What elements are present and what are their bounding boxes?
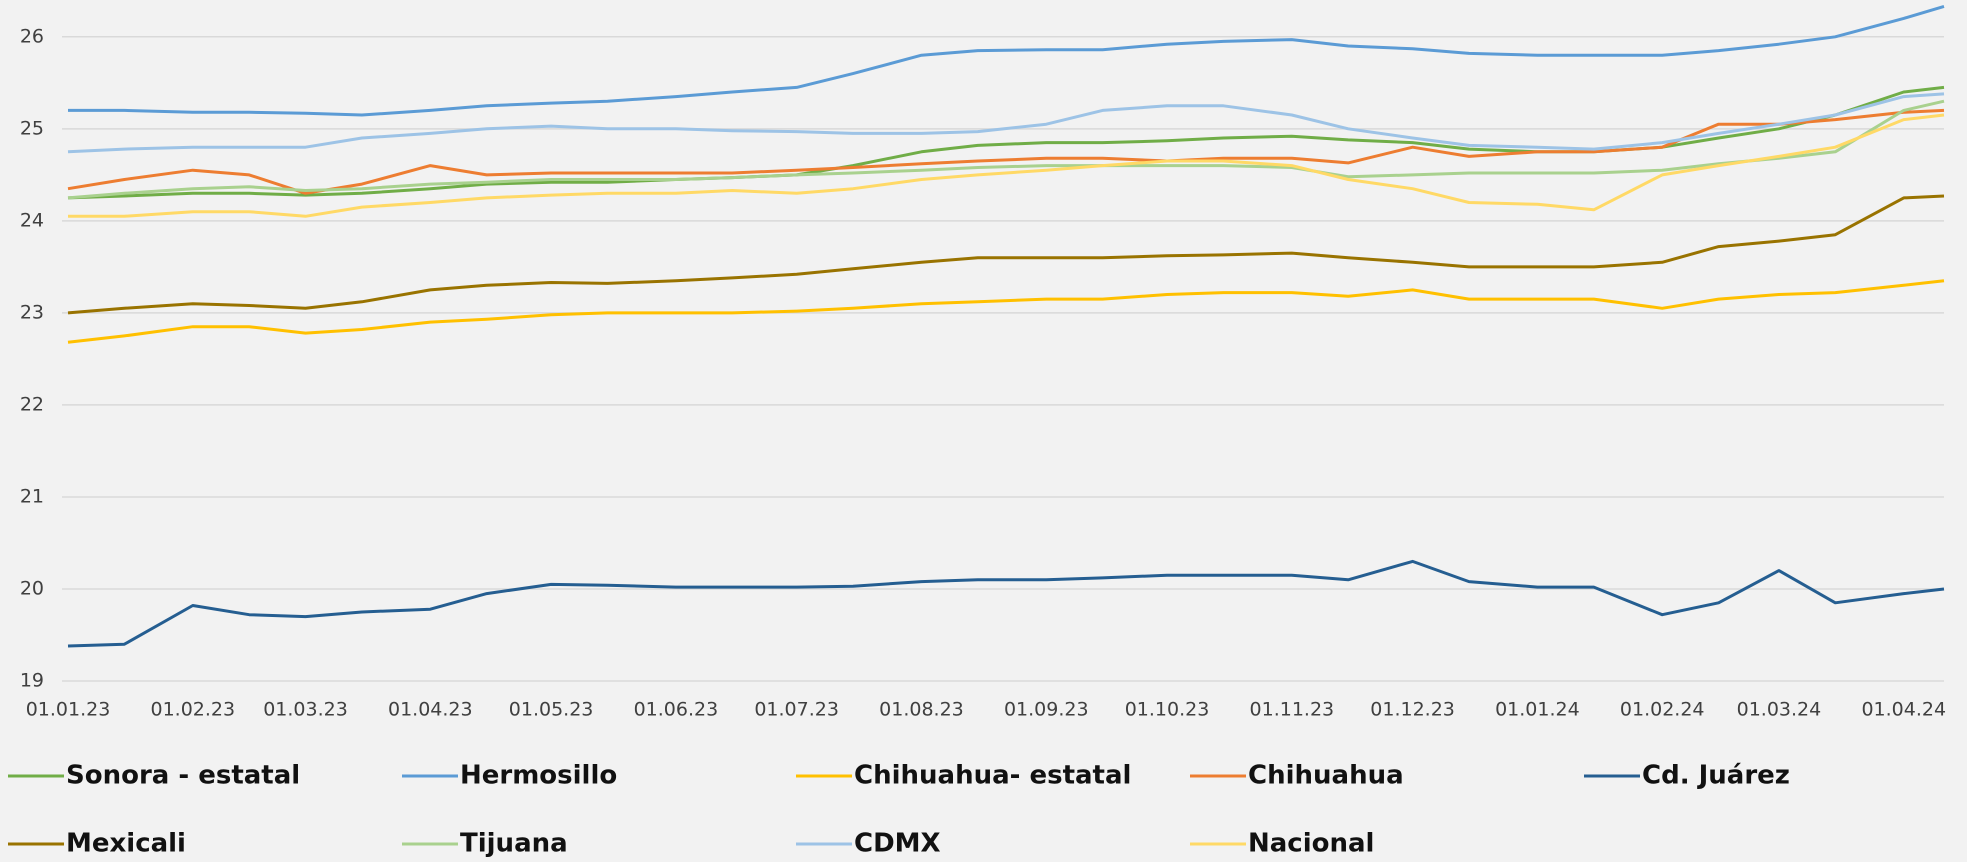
series-line: [67, 559, 1945, 648]
series-line: [68, 113, 1945, 218]
x-tick-label: 01.10.23: [1125, 699, 1210, 721]
x-tick-label: 01.07.23: [754, 699, 839, 721]
legend-label: CDMX: [854, 829, 941, 859]
x-tick-label: 01.09.23: [1004, 699, 1089, 721]
series-line: [67, 108, 1945, 195]
x-tick-label: 01.12.23: [1370, 699, 1455, 721]
x-tick-label: 01.01.23: [26, 699, 111, 721]
y-tick-label: 19: [20, 670, 44, 692]
x-tick-label: 01.01.24: [1495, 699, 1580, 721]
legend-label: Tijuana: [460, 829, 568, 859]
x-tick-label: 01.02.23: [150, 699, 235, 721]
series-line: [67, 279, 1945, 344]
legend-label: Chihuahua- estatal: [854, 761, 1131, 791]
series-line: [68, 4, 1945, 117]
series-line: [67, 99, 1945, 200]
x-tick-label: 01.03.23: [263, 699, 348, 721]
y-tick-label: 25: [20, 117, 44, 139]
x-tick-label: 01.04.23: [388, 699, 473, 721]
legend-label: Hermosillo: [460, 761, 617, 791]
x-tick-label: 01.04.24: [1861, 699, 1946, 721]
series-line: [67, 194, 1945, 315]
x-tick-label: 01.03.24: [1737, 699, 1822, 721]
y-tick-label: 24: [20, 209, 44, 231]
legend-label: Chihuahua: [1248, 761, 1404, 791]
y-tick-label: 21: [20, 485, 44, 507]
y-tick-label: 23: [20, 301, 44, 323]
x-tick-label: 01.02.24: [1620, 699, 1705, 721]
series-line: [67, 92, 1945, 154]
x-tick-label: 01.05.23: [509, 699, 594, 721]
x-tick-label: 01.06.23: [634, 699, 719, 721]
x-tick-label: 01.08.23: [879, 699, 964, 721]
x-tick-label: 01.11.23: [1250, 699, 1335, 721]
y-tick-label: 26: [20, 25, 44, 47]
y-tick-label: 22: [20, 393, 44, 415]
legend-label: Sonora - estatal: [66, 761, 300, 791]
y-tick-label: 20: [20, 577, 44, 599]
legend-label: Cd. Juárez: [1642, 761, 1790, 791]
legend-label: Mexicali: [66, 829, 186, 859]
legend-label: Nacional: [1248, 829, 1374, 859]
